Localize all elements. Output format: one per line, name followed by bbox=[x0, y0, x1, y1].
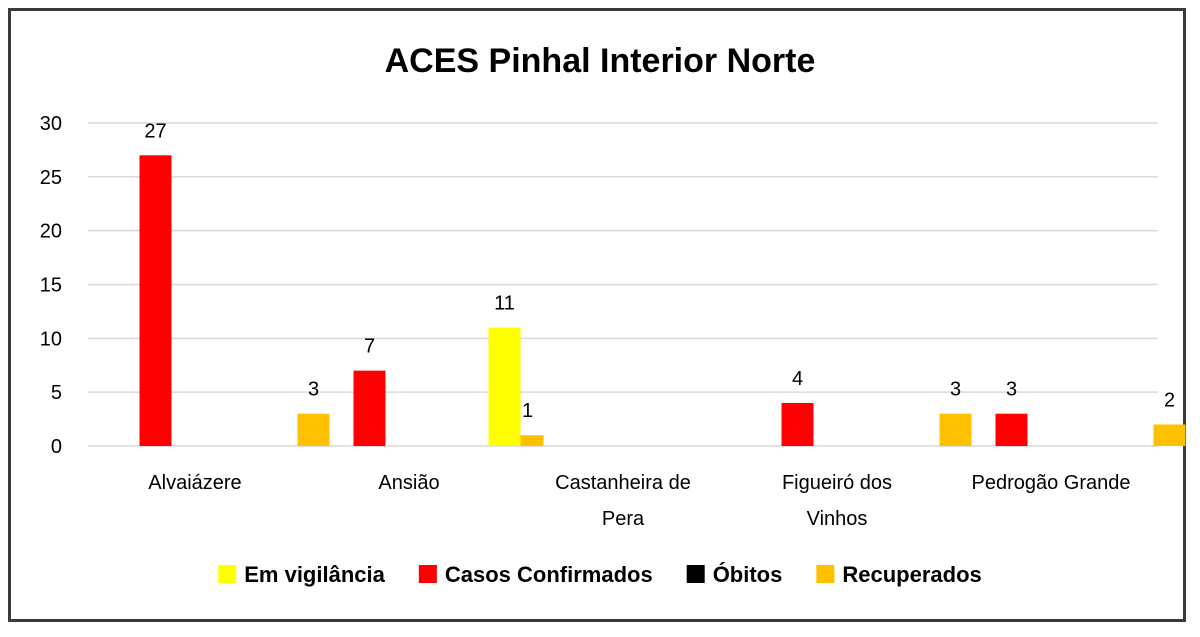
legend-item: Casos Confirmados bbox=[418, 562, 653, 587]
y-tick-label: 30 bbox=[40, 113, 62, 135]
bar bbox=[139, 155, 172, 447]
legend-swatch bbox=[218, 565, 237, 583]
y-tick-label: 10 bbox=[40, 328, 62, 350]
legend-swatch bbox=[686, 565, 705, 583]
data-label: 3 bbox=[308, 379, 319, 401]
legend-label: Recuperados bbox=[842, 562, 981, 587]
chart-title: ACES Pinhal Interior Norte bbox=[385, 42, 816, 80]
legend-label: Casos Confirmados bbox=[445, 562, 653, 587]
data-label: 3 bbox=[950, 379, 961, 401]
y-tick-label: 15 bbox=[40, 275, 62, 297]
y-tick-label: 5 bbox=[51, 382, 62, 404]
data-label: 1 bbox=[522, 400, 533, 422]
bar bbox=[511, 435, 544, 446]
gridlines bbox=[88, 122, 1158, 447]
data-label: 7 bbox=[364, 336, 375, 358]
data-label: 4 bbox=[792, 368, 803, 390]
bar bbox=[939, 413, 972, 446]
legend-item: Em vigilância bbox=[218, 562, 386, 587]
bar bbox=[781, 402, 814, 446]
legend-item: Recuperados bbox=[816, 562, 982, 587]
bar bbox=[1153, 424, 1186, 446]
category-label: Castanheira de bbox=[555, 472, 691, 494]
legend-label: Em vigilância bbox=[244, 562, 385, 587]
bar bbox=[995, 413, 1028, 446]
y-axis-ticks: 0 5 10 15 20 25 30 bbox=[40, 113, 62, 458]
y-tick-label: 0 bbox=[51, 436, 62, 458]
chart-frame bbox=[8, 8, 1186, 622]
bars bbox=[139, 155, 1186, 447]
legend-swatch bbox=[418, 565, 437, 583]
x-axis-categories: Alvaiázere Ansião Castanheira de Pera Figuei… bbox=[148, 472, 1130, 530]
data-label: 27 bbox=[144, 120, 166, 142]
bar bbox=[353, 370, 386, 446]
y-tick-label: 25 bbox=[40, 167, 62, 189]
category-label: Pera bbox=[602, 508, 645, 530]
category-label: Ansião bbox=[378, 472, 439, 494]
bar bbox=[488, 327, 521, 446]
legend-label: Óbitos bbox=[713, 562, 783, 587]
data-label: 11 bbox=[494, 293, 515, 315]
category-label: Alvaiázere bbox=[148, 472, 241, 494]
data-label: 3 bbox=[1006, 379, 1017, 401]
data-label: 2 bbox=[1164, 389, 1175, 411]
category-label: Vinhos bbox=[807, 508, 868, 530]
legend: Em vigilância Casos Confirmados Óbitos Recu… bbox=[218, 562, 982, 587]
legend-swatch bbox=[816, 565, 835, 583]
legend-item: Óbitos bbox=[686, 562, 783, 587]
y-tick-label: 20 bbox=[40, 221, 62, 243]
category-label: Pedrogão Grande bbox=[971, 472, 1130, 494]
bar bbox=[297, 413, 330, 446]
category-label: Figueiró dos bbox=[782, 472, 892, 494]
